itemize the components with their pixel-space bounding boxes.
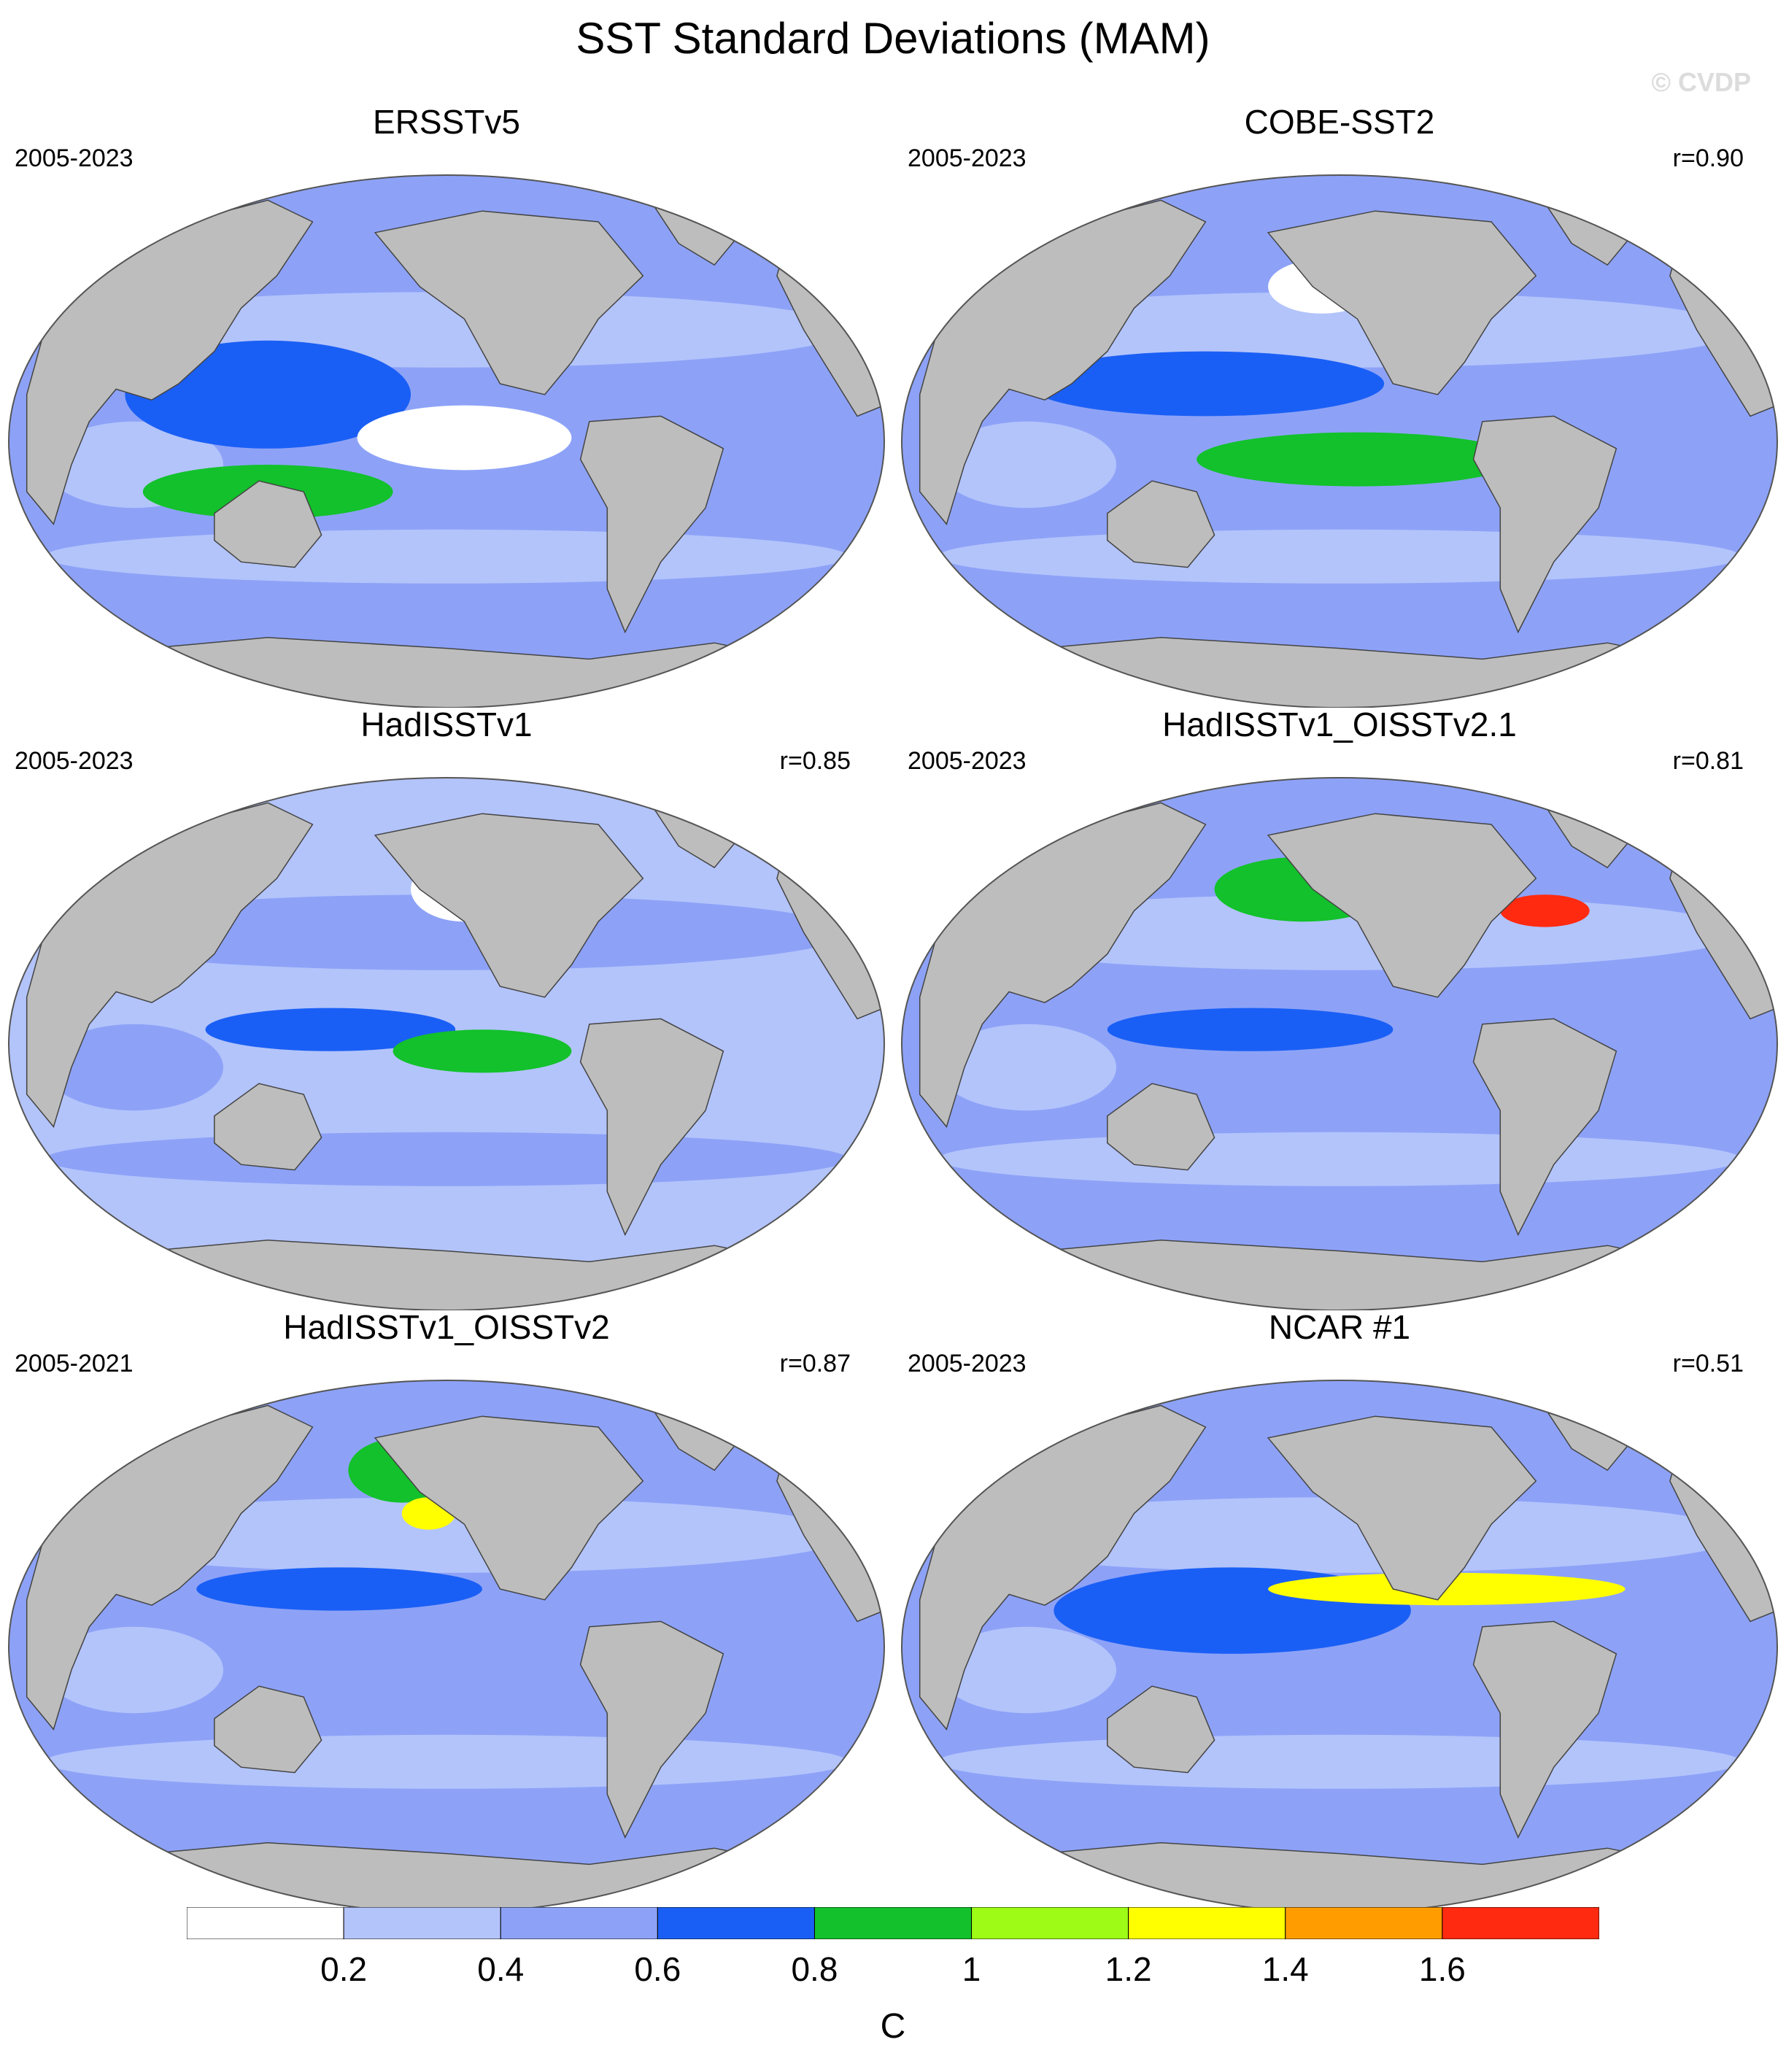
pattern-correlation: r=0.51 [1672,1350,1744,1377]
sst-contour-band [45,1024,223,1111]
panel-title: HadISSTv1_OISSTv2.1 [1162,706,1517,743]
sst-contour-band [938,1024,1116,1111]
land-mass [374,210,644,395]
colorbar-swatch [187,1907,344,1939]
colorbar-tick-label: 0.4 [477,1950,525,1988]
map-border [8,777,885,1310]
colorbar-swatch [1128,1907,1286,1939]
sst-contour-patch [205,1008,456,1051]
sst-contour-band [938,421,1116,509]
pattern-correlation: r=0.87 [779,1350,851,1377]
world-map [8,1380,885,1913]
pattern-correlation: r=0.85 [779,747,851,775]
sst-contour-band [938,1626,1116,1714]
land-mass [1107,1083,1215,1171]
colorbar-swatch [343,1907,501,1939]
map-panel: ERSSTv5 2005-2023 [0,102,893,708]
colorbar [187,1907,1599,1939]
sst-contour-patch [1107,1008,1393,1051]
land-mass [374,1415,644,1601]
world-map [901,777,1778,1310]
sst-contour-band [938,1132,1741,1186]
sst-contour-band [938,292,1741,368]
pattern-correlation: r=0.81 [1672,747,1744,775]
land-mass [579,1620,724,1839]
colorbar-tick-label: 1.2 [1105,1950,1152,1988]
colorbar-swatch [500,1907,658,1939]
map-border [901,777,1778,1310]
land-mass [1107,480,1215,568]
panel-period: 2005-2023 [908,144,1027,172]
panel-period: 2005-2021 [15,1350,134,1377]
sst-contour-band [45,1497,848,1573]
sst-contour-band [938,529,1741,584]
pattern-correlation: r=0.90 [1672,144,1744,172]
colorbar-swatch [657,1907,815,1939]
sst-contour-patch [196,1567,482,1611]
sst-contour-patch [1500,894,1590,927]
colorbar-tick-label: 1.6 [1418,1950,1466,1988]
colorbar-tick-label: 0.6 [634,1950,681,1988]
colorbar-tick-label: 0.2 [320,1950,368,1988]
sst-contour-band [45,529,848,584]
sst-contour-band [45,894,848,970]
land-mass [1472,415,1617,634]
panel-title: HadISSTv1_OISSTv2 [283,1308,610,1346]
land-mass [1472,1018,1617,1237]
land-mass [1107,1685,1215,1774]
land-mass [579,1018,724,1237]
sst-contour-band [45,1132,848,1186]
land-mass [1472,1620,1617,1839]
sst-contour-patch [1679,1400,1715,1422]
land-mass [579,415,724,634]
map-border [8,1380,885,1913]
colorbar-tick-label: 0.8 [791,1950,838,1988]
world-map [901,1380,1778,1913]
world-map [8,174,885,708]
land-mass [1267,210,1537,395]
colorbar-tick-label: 1.4 [1261,1950,1309,1988]
sst-contour-band [938,1497,1741,1573]
sst-contour-band [45,1626,223,1714]
colorbar-unit: C [880,2007,906,2046]
sst-contour-patch [911,1202,983,1224]
map-border [8,174,885,708]
land-mass [1267,813,1537,998]
panel-period: 2005-2023 [15,747,134,775]
colorbar-swatch [971,1907,1129,1939]
land-mass [214,1083,322,1171]
colorbar-swatch [813,1907,973,1939]
panel-period: 2005-2023 [908,1350,1027,1377]
map-panel: COBE-SST2 2005-2023 r=0.90 [893,102,1786,708]
map-border [901,174,1778,708]
land-mass [214,480,322,568]
colorbar-tick-label: 1 [962,1950,981,1988]
figure-title: SST Standard Deviations (MAM) [576,14,1210,63]
sst-contour-patch [1027,351,1385,417]
world-map [901,174,1778,708]
map-panel: HadISSTv1_OISSTv2.1 2005-2023 r=0.81 [893,705,1786,1310]
panel-title: COBE-SST2 [1244,103,1435,141]
map-panel: HadISSTv1 2005-2023 r=0.85 [0,705,893,1310]
map-border [901,1380,1778,1913]
panel-period: 2005-2023 [15,144,134,172]
world-map [8,777,885,1310]
sst-contour-band [938,1734,1741,1789]
sst-contour-patch [1197,432,1518,487]
cvdp-watermark: © CVDP [1651,67,1751,97]
land-mass [1267,1415,1537,1601]
colorbar-swatch [1442,1907,1599,1939]
land-mass [214,1685,322,1774]
panel-period: 2005-2023 [908,747,1027,775]
panel-title: NCAR #1 [1268,1308,1411,1346]
sst-contour-patch [393,1029,572,1073]
map-panel: HadISSTv1_OISSTv2 2005-2021 r=0.87 [0,1307,893,1913]
panel-title: ERSSTv5 [373,103,520,141]
land-mass [374,813,644,998]
sst-contour-band [45,1734,848,1789]
map-panel: NCAR #1 2005-2023 r=0.51 [893,1307,1786,1913]
colorbar-swatch [1285,1907,1443,1939]
panel-title: HadISSTv1 [360,706,533,743]
sst-contour-patch [357,405,572,471]
